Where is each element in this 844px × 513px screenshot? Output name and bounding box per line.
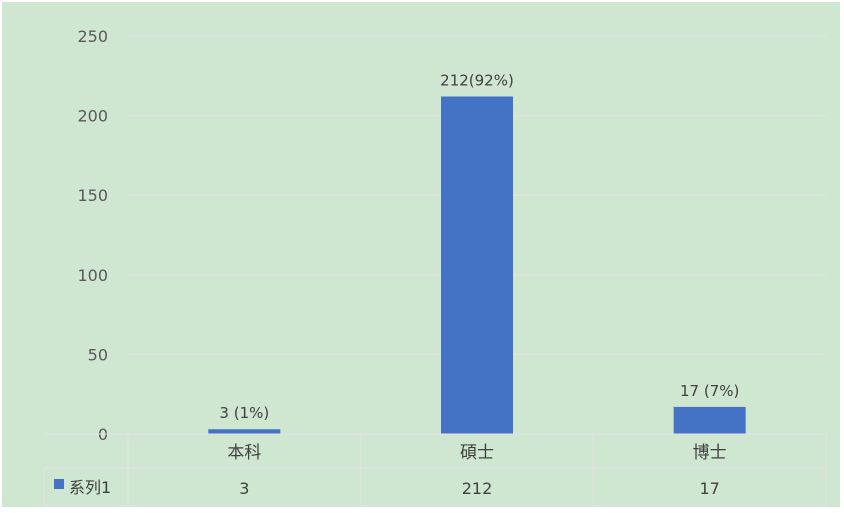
bars [208,96,746,434]
data-label: 17 (7%) [680,382,739,400]
legend-swatch [54,479,64,489]
y-tick-label: 250 [77,27,108,46]
data-label: 3 (1%) [219,404,269,422]
bar [441,96,513,434]
table-value: 212 [462,479,493,498]
table-value: 17 [699,479,719,498]
data-labels: 3 (1%) 212(92%) 17 (7%) [219,71,739,422]
category-label: 碩士 [460,443,494,463]
category-label: 本科 [227,443,261,463]
category-label: 博士 [693,443,727,463]
y-tick-label: 150 [77,186,108,205]
bar [208,429,281,434]
data-label: 212(92%) [440,71,514,89]
table-value: 3 [239,479,249,498]
y-tick-label: 50 [88,345,108,364]
data-table: 本科 3 碩士 212 博士 17 系列1 [43,433,827,507]
y-tick-label: 100 [77,266,108,285]
series-name: 系列1 [69,478,111,497]
y-tick-label: 200 [77,107,108,126]
bar [673,406,746,434]
